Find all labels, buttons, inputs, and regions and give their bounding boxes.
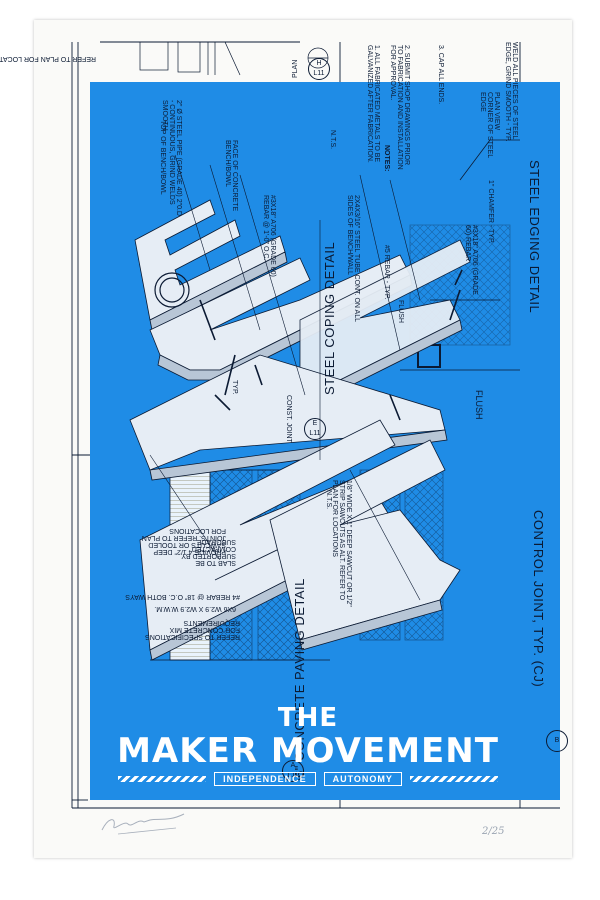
refer-specs-note: REFER TO SPECIFICATIONS FOR CONCRETE MIX… bbox=[145, 619, 240, 640]
pipe-note: 2" Ø STEEL PIPE (GRADE 40) 2"0.D - CONTI… bbox=[161, 100, 182, 216]
bubble-letter: E bbox=[312, 420, 318, 427]
refer-plan-note: REFER TO PLAN FOR LOCATION bbox=[0, 55, 96, 62]
const-joint-note: CONST. JOINT bbox=[285, 395, 292, 443]
bubble-sheet: L11 bbox=[287, 772, 299, 779]
typ-note: TYP. bbox=[231, 380, 238, 395]
tag-autonomy: AUTONOMY bbox=[323, 772, 402, 786]
flush-note: FLUSH bbox=[397, 300, 404, 323]
tube-note: 2X4X3/16" STEEL TUBE CONT. ON ALL SIDES … bbox=[346, 195, 360, 322]
face-concrete-note: FACE OF CONCRETE BENCH/BOWL bbox=[224, 140, 238, 212]
hatch-bar-right bbox=[409, 776, 498, 782]
headline-the: THE bbox=[277, 703, 339, 733]
edition-number: 2/25 bbox=[482, 826, 505, 837]
rebar-note-1: #3X18" A706 (GRADE 60) REBAR @ 1'-0" O.C… bbox=[262, 195, 276, 277]
rebar-note-2: #3X18" A706 (GRADE 60) REBAR bbox=[464, 225, 478, 295]
bubble-sheet: L11 bbox=[309, 430, 321, 437]
plan-label: PLAN bbox=[292, 59, 299, 78]
artist-signature bbox=[101, 813, 185, 835]
bubble-sheet: L11 bbox=[313, 70, 325, 77]
note-1: 1. ALL FABRICATED METALS TO BE GALVANIZE… bbox=[366, 45, 380, 163]
detail-bubble-e: E L11 bbox=[304, 418, 326, 440]
rebar-typ-note: #5 REBAR - TYP. bbox=[383, 245, 390, 300]
sawcut-note: 1/8" WIDE X 1" DEEP SAWCUT OR 1/2" STRIP… bbox=[331, 480, 352, 607]
note-3: 3. CAP ALL ENDS. bbox=[437, 45, 444, 105]
detail-bubble-b: B bbox=[546, 730, 568, 752]
rebar-oc-note: #4 REBAR @ 18" O.C. BOTH WAYS bbox=[125, 593, 240, 600]
detail-bubble-a: A L11 bbox=[282, 760, 304, 782]
weld-note: WELD ALL PIECES OF STEEL EDGE, GRIND SMO… bbox=[504, 42, 518, 142]
isometric-letters bbox=[129, 199, 471, 661]
construction-lines bbox=[199, 269, 463, 421]
leader-lines bbox=[149, 154, 421, 601]
bubble-letter: H bbox=[316, 60, 322, 67]
tagline-row: INDEPENDENCE AUTONOMY bbox=[88, 772, 528, 786]
plan-view-note: PLAN VIEW CORNER OF STEEL EDGE bbox=[479, 92, 500, 158]
detail-bubble-h: H L11 bbox=[308, 58, 330, 80]
tag-independence: INDEPENDENCE bbox=[214, 772, 316, 786]
wwm-note: 6X6 W2.9 X W2.9 W.W.M. bbox=[154, 605, 236, 612]
flush-note-2: FLUSH bbox=[474, 390, 484, 420]
steel-pipe-section bbox=[154, 272, 190, 308]
top-plan-sketch bbox=[139, 41, 329, 76]
steel-edging-title: STEEL EDGING DETAIL bbox=[527, 160, 542, 314]
brand-block: THE MAKER MOVEMENT INDEPENDENCE AUTONOMY bbox=[88, 705, 528, 786]
hatch-bar-left bbox=[118, 776, 207, 782]
control-joint-title: CONTROL JOINT, TYP. (CJ) bbox=[531, 510, 546, 688]
headline-maker-movement: MAKER MOVEMENT bbox=[117, 731, 499, 771]
bubble-letter: A bbox=[290, 762, 296, 769]
steel-coping-title: STEEL COPING DETAIL bbox=[322, 241, 337, 395]
nts-label-top: N.T.S. bbox=[329, 130, 336, 150]
bubble-letter: B bbox=[554, 737, 560, 744]
slab-supported-note: SLAB TO BE SUPPORTED BY COMPACTED SUBGRA… bbox=[181, 538, 236, 566]
chamfer-note: 1" CHAMFER - TYP. bbox=[487, 180, 494, 244]
note-2: 2. SUBMIT SHOP DRAWINGS PRIOR TO FABRICA… bbox=[389, 45, 410, 170]
